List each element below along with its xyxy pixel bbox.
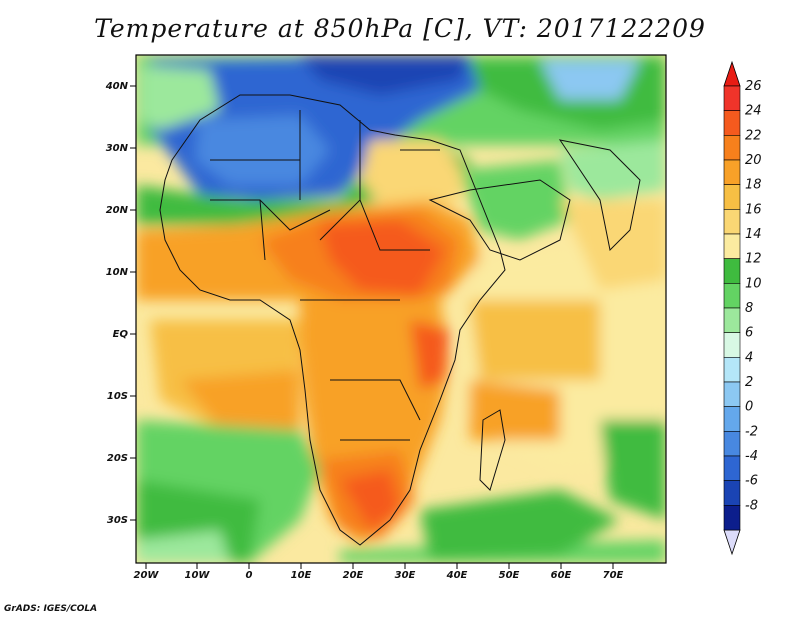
colorbar-swatch <box>723 85 741 111</box>
lon-label: 50E <box>499 570 520 581</box>
colorbar-label: 22 <box>745 128 762 143</box>
colorbar-label: 8 <box>745 301 753 316</box>
lat-tick: 30S <box>107 515 136 526</box>
colorbar-label: 16 <box>745 202 762 217</box>
plot-frame <box>135 54 667 564</box>
lon-tick: 10W <box>185 563 211 581</box>
lat-label: 30N <box>106 143 129 154</box>
lat-label: 10N <box>106 267 129 278</box>
lon-label: 20W <box>134 570 160 581</box>
lon-tick: 60E <box>551 563 572 581</box>
lat-tick: 40N <box>105 81 136 92</box>
colorbar-swatch <box>723 455 741 481</box>
colorbar-swatch <box>723 233 741 259</box>
colorbar-label: 14 <box>745 227 762 242</box>
lon-label: 10W <box>185 570 211 581</box>
colorbar-label: -4 <box>745 449 758 464</box>
colorbar-swatch <box>723 283 741 309</box>
lon-tick: 50E <box>499 563 520 581</box>
lat-tick: 20N <box>106 205 136 216</box>
lat-tick: EQ <box>113 329 136 340</box>
lon-label: 40E <box>446 570 468 581</box>
lat-label: 40N <box>105 81 129 92</box>
lon-label: 0 <box>246 570 253 581</box>
colorbar-label: 0 <box>745 400 753 415</box>
temperature-field <box>136 55 666 563</box>
lat-tick: 20S <box>107 453 136 464</box>
lat-tick: 10S <box>107 391 136 402</box>
lat-label: EQ <box>113 329 129 340</box>
colorbar-swatch <box>723 184 741 210</box>
lon-label: 30E <box>395 570 416 581</box>
colorbar-top-triangle <box>723 60 741 87</box>
colorbar-label: -8 <box>745 498 758 513</box>
lat-label: 20N <box>106 205 129 216</box>
colorbar-label: -6 <box>745 474 758 489</box>
colorbar-swatch <box>723 258 741 284</box>
colorbar-swatch <box>723 431 741 457</box>
colorbar-label: 20 <box>745 153 762 168</box>
lon-tick: 20E <box>343 563 364 581</box>
colorbar-swatch <box>723 406 741 432</box>
lat-label: 30S <box>107 515 128 526</box>
coastlines <box>159 94 641 546</box>
latitude-axis: 40N 30N 20N 10N EQ 10S 20S 30S <box>105 81 136 526</box>
lon-label: 60E <box>551 570 572 581</box>
colorbar-bottom-triangle <box>723 529 741 556</box>
credit-text: GrADS: IGES/COLA <box>4 604 98 614</box>
colorbar-label: -2 <box>745 424 758 439</box>
colorbar-label: 4 <box>745 350 753 365</box>
colorbar-swatch <box>723 480 741 506</box>
colorbar-label: 12 <box>745 252 762 267</box>
lat-tick: 10N <box>106 267 136 278</box>
colorbar-swatch <box>723 381 741 407</box>
colorbar-label: 10 <box>745 276 762 291</box>
lon-label: 20E <box>343 570 364 581</box>
colorbar-swatch <box>723 505 741 531</box>
colorbar-label: 26 <box>745 79 762 94</box>
colorbar-label: 2 <box>745 375 753 390</box>
lon-tick: 20W <box>134 563 160 581</box>
longitude-axis: 20W 10W 0 10E 20E 30E 40E 50E 60E 70E <box>134 563 624 581</box>
lon-tick: 30E <box>395 563 416 581</box>
lon-tick: 70E <box>603 563 624 581</box>
colorbar-swatch <box>723 307 741 333</box>
colorbar-swatch <box>723 159 741 185</box>
colorbar-swatch <box>723 332 741 358</box>
colorbar-label: 24 <box>745 104 762 119</box>
map-title: Temperature at 850hPa [C], VT: 201712220… <box>94 14 706 43</box>
colorbar-swatch <box>723 209 741 235</box>
colorbar-swatch <box>723 357 741 383</box>
lon-label: 70E <box>603 570 624 581</box>
colorbar-swatch <box>723 110 741 136</box>
lat-label: 10S <box>107 391 128 402</box>
colorbar-label: 18 <box>745 178 762 193</box>
colorbar-swatch <box>723 135 741 161</box>
lon-tick: 0 <box>246 563 253 581</box>
lat-label: 20S <box>107 453 128 464</box>
lon-tick: 40E <box>446 563 468 581</box>
colorbar-label: 6 <box>745 326 753 341</box>
lat-tick: 30N <box>106 143 136 154</box>
lon-label: 10E <box>291 570 312 581</box>
lon-tick: 10E <box>291 563 312 581</box>
